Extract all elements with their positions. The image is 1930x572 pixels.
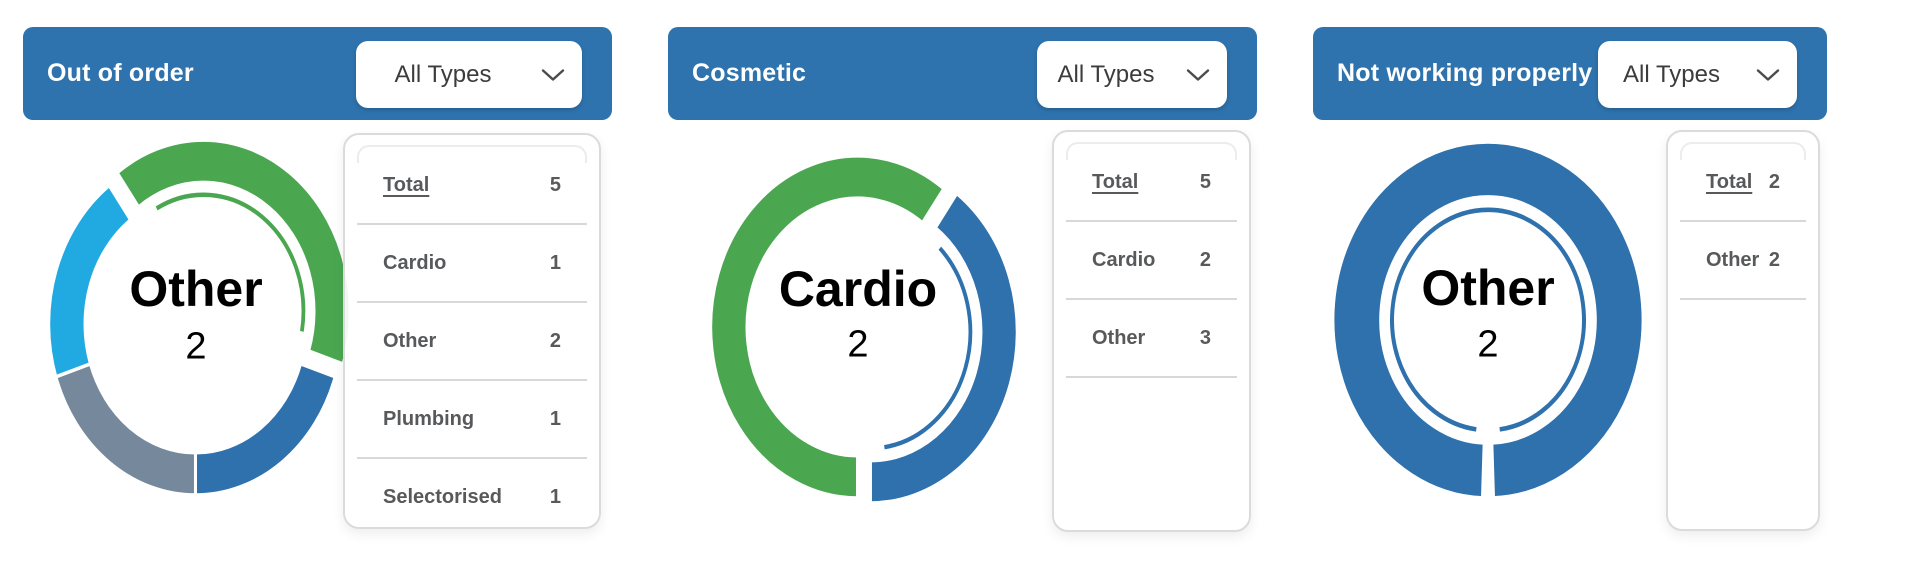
donut-chart[interactable]	[691, 133, 1024, 521]
legend-value: 1	[549, 485, 561, 508]
legend-value: 1	[549, 251, 561, 274]
legend-row[interactable]: Other 2	[1680, 222, 1806, 300]
legend-label: Other	[1092, 326, 1146, 349]
legend-label: Total	[1706, 170, 1753, 193]
legend-row[interactable]: Total 2	[1680, 144, 1806, 222]
donut-chart[interactable]	[29, 130, 362, 518]
chevron-down-icon	[1186, 68, 1210, 81]
chevron-down-icon	[1756, 68, 1780, 81]
legend-label: Total	[383, 173, 430, 196]
legend-row[interactable]: Selectorised 1	[357, 459, 587, 535]
legend-card: Total 2 Other 2	[1666, 130, 1820, 531]
donut-slice[interactable]	[709, 154, 946, 500]
type-filter-value: All Types	[394, 60, 492, 88]
legend-card-cap	[357, 145, 587, 163]
type-filter-select[interactable]: All Types	[356, 41, 582, 108]
donut-center-value: 2	[1477, 323, 1499, 366]
donut-center-value: 2	[185, 325, 207, 368]
type-filter-value: All Types	[1057, 60, 1155, 88]
legend-card: Total 5 Cardio 2 Other 3	[1052, 130, 1251, 532]
donut-slice[interactable]	[115, 138, 352, 366]
panel-title: Not working properly	[1337, 59, 1593, 87]
legend-card-cap	[1680, 142, 1806, 160]
donut-slice[interactable]	[47, 183, 133, 379]
chevron-down-icon	[541, 68, 565, 81]
legend-value: 3	[1199, 326, 1211, 349]
selected-slice-indicator	[1390, 207, 1586, 432]
panel-header: Cosmetic All Types	[668, 27, 1257, 120]
panel-title: Cosmetic	[692, 59, 807, 87]
legend-card-cap	[1066, 142, 1237, 160]
type-filter-select[interactable]: All Types	[1037, 41, 1227, 108]
legend-row[interactable]: Other 3	[1066, 300, 1237, 378]
donut-slice[interactable]	[193, 362, 337, 497]
legend-value: 5	[1199, 170, 1211, 193]
legend-value: 2	[1768, 170, 1780, 193]
legend-card: Total 5 Cardio 1 Other 2 Plumbing 1 Selectorised…	[343, 133, 601, 529]
selected-slice-indicator	[884, 246, 973, 450]
legend-value: 2	[549, 329, 561, 352]
legend-label: Other	[1706, 248, 1760, 271]
legend-row[interactable]: Total 5	[1066, 144, 1237, 222]
type-filter-value: All Types	[1623, 60, 1720, 88]
donut-slice[interactable]	[868, 191, 1019, 505]
donut-center-value: 2	[847, 323, 869, 366]
legend-value: 2	[1768, 248, 1780, 271]
legend-label: Cardio	[383, 251, 447, 274]
donut-chart[interactable]	[1312, 118, 1664, 522]
donut-slice[interactable]	[1331, 140, 1645, 500]
panel-header: Not working properly All Types	[1313, 27, 1827, 120]
selected-slice-indicator	[155, 192, 306, 332]
panel-title: Out of order	[47, 59, 194, 87]
legend-row[interactable]: Plumbing 1	[357, 381, 587, 459]
legend-label: Other	[383, 329, 437, 352]
donut-slice[interactable]	[54, 362, 198, 497]
donut-center-label: Cardio	[778, 261, 938, 317]
legend-value: 1	[549, 407, 561, 430]
legend-row[interactable]: Total 5	[357, 147, 587, 225]
legend-value: 5	[549, 173, 561, 196]
legend-label: Selectorised	[383, 485, 502, 508]
legend-row[interactable]: Cardio 1	[357, 225, 587, 303]
legend-label: Plumbing	[383, 407, 475, 430]
legend-value: 2	[1199, 248, 1211, 271]
panel-header: Out of order All Types	[23, 27, 612, 120]
type-filter-select[interactable]: All Types	[1598, 41, 1797, 108]
legend-label: Cardio	[1092, 248, 1156, 271]
donut-center-label: Other	[129, 261, 263, 317]
donut-center-label: Other	[1421, 260, 1555, 316]
legend-row[interactable]: Other 2	[357, 303, 587, 381]
legend-row[interactable]: Cardio 2	[1066, 222, 1237, 300]
legend-label: Total	[1092, 170, 1139, 193]
